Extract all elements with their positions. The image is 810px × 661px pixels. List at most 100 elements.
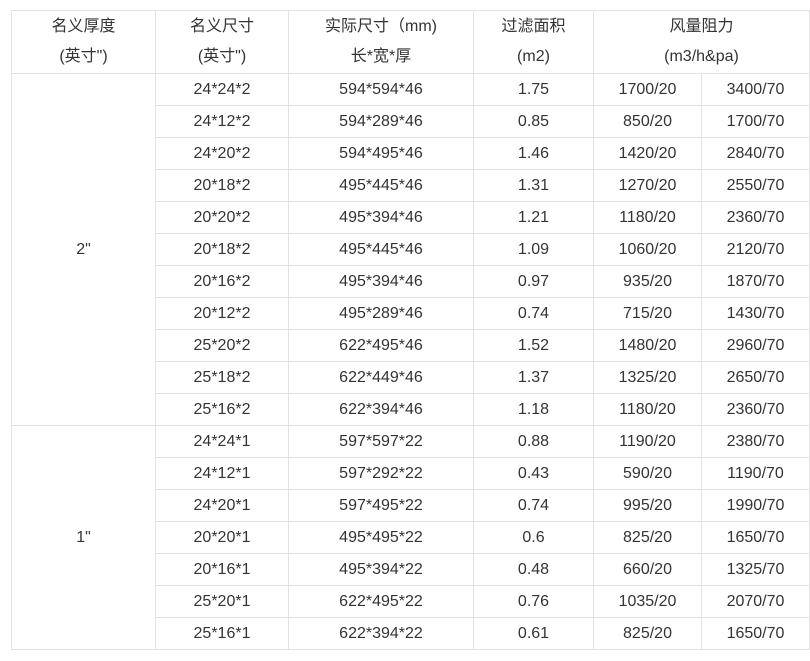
actual-size-cell: 597*292*22 — [288, 457, 474, 490]
airflow-20pa-cell: 1270/20 — [593, 169, 702, 202]
thickness-cell: 2" — [11, 73, 156, 426]
header-nominal-size: 名义尺寸 (英寸") — [155, 10, 289, 74]
airflow-70pa-cell: 2360/70 — [701, 393, 810, 426]
header-nominal-size-line1: 名义尺寸 — [189, 18, 254, 35]
table-row: 24*12*1 597*292*22 0.43 590/20 1190/70 — [12, 457, 810, 490]
header-airflow-line1: 风量阻力 — [669, 18, 734, 35]
table-row: 20*18*2 495*445*46 1.31 1270/20 2550/70 — [12, 169, 810, 202]
header-actual-size: 实际尺寸（mm) 长*宽*厚 — [288, 10, 474, 74]
airflow-20pa-cell: 660/20 — [593, 553, 702, 586]
header-row: 名义厚度 (英寸") 名义尺寸 (英寸") 实际尺寸（mm) 长*宽*厚 过滤面积 (m… — [11, 10, 810, 74]
table-row: 25*16*2 622*394*46 1.18 1180/20 2360/70 — [12, 393, 810, 426]
table-row: 20*18*2 495*445*46 1.09 1060/20 2120/70 — [12, 233, 810, 266]
airflow-20pa-cell: 995/20 — [593, 489, 702, 522]
airflow-70pa-cell: 2360/70 — [701, 201, 810, 234]
nominal-size-cell: 20*16*1 — [155, 553, 289, 586]
filter-area-cell: 1.09 — [473, 233, 594, 266]
airflow-70pa-cell: 2070/70 — [701, 585, 810, 618]
airflow-70pa-cell: 1430/70 — [701, 297, 810, 330]
nominal-size-cell: 24*24*2 — [155, 73, 289, 106]
filter-area-cell: 0.43 — [473, 457, 594, 490]
airflow-70pa-cell: 1650/70 — [701, 521, 810, 554]
airflow-20pa-cell: 850/20 — [593, 105, 702, 138]
airflow-20pa-cell: 1035/20 — [593, 585, 702, 618]
nominal-size-cell: 25*16*1 — [155, 617, 289, 650]
actual-size-cell: 597*495*22 — [288, 489, 474, 522]
airflow-20pa-cell: 1190/20 — [593, 425, 702, 458]
thickness-cell: 1" — [11, 425, 156, 650]
filter-area-cell: 0.48 — [473, 553, 594, 586]
actual-size-cell: 622*495*22 — [288, 585, 474, 618]
airflow-20pa-cell: 1060/20 — [593, 233, 702, 266]
nominal-size-cell: 24*12*2 — [155, 105, 289, 138]
airflow-20pa-cell: 1700/20 — [593, 73, 702, 106]
actual-size-cell: 495*394*22 — [288, 553, 474, 586]
airflow-70pa-cell: 2840/70 — [701, 137, 810, 170]
header-filter-area-line1: 过滤面积 — [501, 18, 566, 35]
filter-area-cell: 1.75 — [473, 73, 594, 106]
table-row: 20*20*1 495*495*22 0.6 825/20 1650/70 — [12, 521, 810, 554]
airflow-70pa-cell: 1650/70 — [701, 617, 810, 650]
filter-area-cell: 1.46 — [473, 137, 594, 170]
actual-size-cell: 597*597*22 — [288, 425, 474, 458]
nominal-size-cell: 25*20*2 — [155, 329, 289, 362]
actual-size-cell: 622*449*46 — [288, 361, 474, 394]
airflow-20pa-cell: 1180/20 — [593, 393, 702, 426]
table-row: 24*20*1 597*495*22 0.74 995/20 1990/70 — [12, 489, 810, 522]
nominal-size-cell: 25*20*1 — [155, 585, 289, 618]
nominal-size-cell: 20*16*2 — [155, 265, 289, 298]
actual-size-cell: 594*289*46 — [288, 105, 474, 138]
filter-area-cell: 1.37 — [473, 361, 594, 394]
header-nominal-size-line2: (英寸") — [197, 48, 247, 65]
filter-area-cell: 0.85 — [473, 105, 594, 138]
actual-size-cell: 594*495*46 — [288, 137, 474, 170]
filter-area-cell: 0.61 — [473, 617, 594, 650]
header-airflow-resistance: 风量阻力 (m3/h&pa) — [593, 10, 810, 74]
table-row: 20*16*2 495*394*46 0.97 935/20 1870/70 — [12, 265, 810, 298]
airflow-70pa-cell: 3400/70 — [701, 73, 810, 106]
nominal-size-cell: 25*16*2 — [155, 393, 289, 426]
filter-area-cell: 0.76 — [473, 585, 594, 618]
airflow-20pa-cell: 1480/20 — [593, 329, 702, 362]
filter-area-cell: 1.21 — [473, 201, 594, 234]
nominal-size-cell: 20*20*2 — [155, 201, 289, 234]
header-filter-area: 过滤面积 (m2) — [473, 10, 594, 74]
nominal-size-cell: 20*20*1 — [155, 521, 289, 554]
actual-size-cell: 622*495*46 — [288, 329, 474, 362]
header-thickness-line2: (英寸") — [59, 48, 108, 65]
table-row: 1" 24*24*1 597*597*22 0.88 1190/20 2380/70 — [11, 425, 810, 650]
actual-size-cell: 495*394*46 — [288, 265, 474, 298]
airflow-20pa-cell: 825/20 — [593, 617, 702, 650]
airflow-70pa-cell: 2120/70 — [701, 233, 810, 266]
filter-area-cell: 0.88 — [473, 425, 594, 458]
filter-area-cell: 0.6 — [473, 521, 594, 554]
airflow-20pa-cell: 825/20 — [593, 521, 702, 554]
airflow-20pa-cell: 590/20 — [593, 457, 702, 490]
table-row: 24*20*2 594*495*46 1.46 1420/20 2840/70 — [12, 137, 810, 170]
airflow-70pa-cell: 2380/70 — [701, 425, 810, 458]
airflow-70pa-cell: 1325/70 — [701, 553, 810, 586]
actual-size-cell: 622*394*46 — [288, 393, 474, 426]
airflow-20pa-cell: 715/20 — [593, 297, 702, 330]
filter-spec-table: 名义厚度 (英寸") 名义尺寸 (英寸") 实际尺寸（mm) 长*宽*厚 过滤面积 (m… — [11, 10, 810, 650]
header-actual-size-line1: 实际尺寸（mm) — [325, 18, 437, 35]
nominal-size-cell: 25*18*2 — [155, 361, 289, 394]
nominal-size-cell: 24*24*1 — [155, 425, 289, 458]
actual-size-cell: 594*594*46 — [288, 73, 474, 106]
airflow-20pa-cell: 1325/20 — [593, 361, 702, 394]
table-row: 25*20*1 622*495*22 0.76 1035/20 2070/70 — [12, 585, 810, 618]
actual-size-cell: 495*495*22 — [288, 521, 474, 554]
filter-area-cell: 0.74 — [473, 297, 594, 330]
airflow-70pa-cell: 1700/70 — [701, 105, 810, 138]
actual-size-cell: 495*289*46 — [288, 297, 474, 330]
actual-size-cell: 495*445*46 — [288, 169, 474, 202]
filter-area-cell: 1.52 — [473, 329, 594, 362]
airflow-20pa-cell: 935/20 — [593, 265, 702, 298]
nominal-size-cell: 24*12*1 — [155, 457, 289, 490]
actual-size-cell: 495*445*46 — [288, 233, 474, 266]
airflow-70pa-cell: 2960/70 — [701, 329, 810, 362]
actual-size-cell: 622*394*22 — [288, 617, 474, 650]
table-row: 2" 24*24*2 594*594*46 1.75 1700/20 3400/70 — [11, 73, 810, 426]
header-filter-area-line2: (m2) — [517, 48, 550, 65]
filter-area-cell: 1.18 — [473, 393, 594, 426]
